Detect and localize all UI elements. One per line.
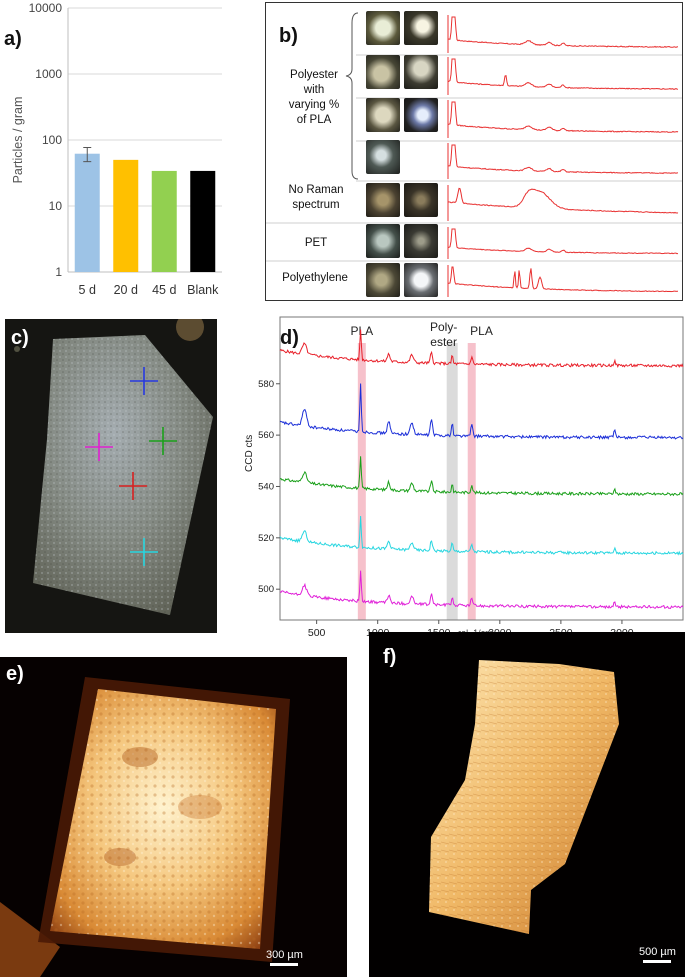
scalebar-e: 300 µm — [266, 949, 303, 966]
panel-b: b) Polyester with varying % of PLA No Ra… — [265, 2, 683, 301]
particle-thumb — [366, 140, 400, 174]
y-tick-label: 100 — [42, 133, 62, 147]
label-no-raman-1: No Raman — [288, 184, 344, 196]
y-tick-label: 540 — [258, 481, 274, 492]
y-axis-label: CCD cts — [244, 435, 255, 472]
spectrum-line — [447, 16, 679, 48]
particle-thumb — [404, 11, 438, 45]
particle-thumb — [404, 98, 438, 132]
label-polyester-3: varying % — [288, 99, 340, 111]
y-tick-label: 580 — [258, 379, 274, 390]
x-tick-label: 500 — [308, 627, 326, 639]
fluorescence-image-e — [0, 657, 347, 977]
band-polyester — [446, 343, 458, 620]
measure-cross-cyan — [130, 538, 158, 566]
particle-thumb — [366, 98, 400, 132]
scalebar-f-bar — [643, 960, 672, 963]
particle-thumb — [404, 224, 438, 258]
label-polyester-1: Polyester — [290, 69, 338, 81]
series-magenta — [279, 570, 684, 610]
panel-c: c) — [5, 319, 217, 633]
label-polyester: Polyester with varying % of PLA — [274, 68, 354, 128]
y-tick-label: 560 — [258, 430, 274, 441]
measure-cross-magenta — [85, 433, 113, 461]
measure-cross-red — [119, 472, 147, 500]
particle-thumb — [366, 183, 400, 217]
y-tick-label: 10 — [49, 199, 63, 213]
spectra-chart-d: PLAPoly-esterPLA500100015002000250030005… — [244, 316, 684, 639]
spectrum-line — [448, 144, 678, 175]
scalebar-f: 500 µm — [639, 946, 676, 963]
measure-cross-green — [149, 427, 177, 455]
label-polyester-2: with — [303, 84, 325, 96]
series-blue — [279, 383, 684, 440]
panel-label-d: d) — [280, 327, 299, 349]
panel-label-b: b) — [279, 25, 298, 47]
label-no-raman: No Raman spectrum — [274, 183, 358, 213]
scalebar-e-bar — [270, 963, 299, 966]
scalebar-e-label: 300 µm — [266, 949, 303, 961]
band-pla — [467, 343, 476, 620]
x-tick-label: 20 d — [114, 283, 138, 297]
panel-d: PLAPoly-esterPLA500100015002000250030005… — [228, 315, 685, 640]
measure-cross-blue — [130, 367, 158, 395]
panel-a: 1 10 100 1000 10000 5 d 20 d 45 d Blank Particles… — [0, 0, 260, 305]
label-pet: PET — [304, 237, 328, 249]
bar-20d — [113, 159, 139, 272]
group-brace — [345, 12, 359, 180]
panel-label-e: e) — [6, 663, 24, 685]
spectrum-line — [447, 228, 679, 255]
bar-blank — [190, 170, 216, 272]
fluorescence-image-f — [369, 632, 685, 977]
particle-thumb — [404, 263, 438, 297]
x-tick-label: 5 d — [79, 283, 96, 297]
y-tick-label: 520 — [258, 533, 274, 544]
panel-label-f: f) — [383, 646, 397, 668]
y-tick-label: 500 — [258, 584, 274, 595]
label-no-raman-2: spectrum — [292, 199, 340, 211]
series-cyan — [279, 515, 684, 556]
y-axis-label: Particles / gram — [11, 97, 25, 184]
label-polyethylene: Polyethylene — [282, 272, 348, 284]
spectrum-line — [447, 101, 679, 133]
particle-thumb — [404, 55, 438, 89]
bar-5d — [74, 153, 100, 272]
y-tick-label: 10000 — [29, 1, 63, 15]
band-label-polyester: Poly- — [430, 320, 457, 334]
spectrum-line — [448, 266, 679, 293]
particle-thumb — [366, 224, 400, 258]
spectrum-line — [447, 187, 679, 214]
label-polyester-4: of PLA — [296, 114, 332, 126]
particle-micrograph-c — [5, 319, 217, 633]
x-tick-label: Blank — [187, 283, 219, 297]
band-label-polyester: ester — [430, 335, 457, 349]
series-green — [279, 456, 684, 497]
band-label-pla: PLA — [470, 324, 493, 338]
particle-thumb — [366, 11, 400, 45]
x-tick-label: 45 d — [152, 283, 176, 297]
plot-frame — [279, 316, 684, 621]
bar-chart-a: 1 10 100 1000 10000 5 d 20 d 45 d Blank Particles… — [11, 1, 222, 297]
particle-thumb — [366, 263, 400, 297]
panel-label-a: a) — [4, 28, 22, 50]
bar-45d — [151, 170, 177, 272]
scalebar-f-label: 500 µm — [639, 946, 676, 958]
particle-thumb — [366, 55, 400, 89]
spectrum-line — [447, 58, 679, 90]
y-tick-label: 1 — [55, 265, 62, 279]
panel-e: e) 300 µm — [0, 657, 347, 977]
series-red — [279, 329, 684, 368]
panel-f: f) 500 µm — [369, 632, 685, 977]
band-label-pla: PLA — [350, 324, 373, 338]
spectra-chart-b — [266, 12, 682, 297]
particle-thumb — [404, 183, 438, 217]
panel-label-c: c) — [11, 327, 29, 349]
y-tick-label: 1000 — [35, 67, 62, 81]
